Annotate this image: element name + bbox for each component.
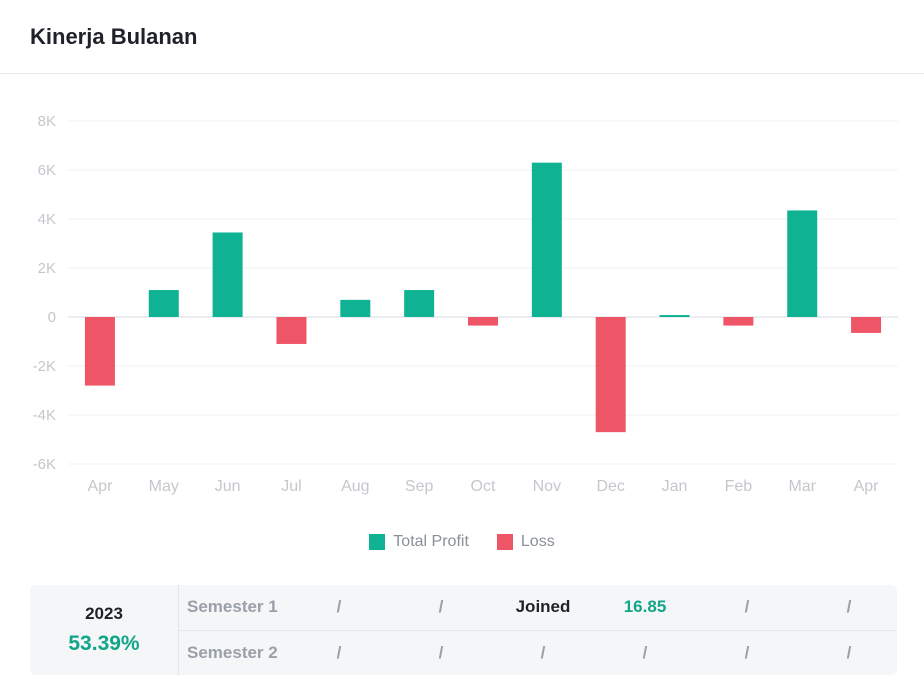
x-tick-label: Dec [596, 478, 624, 495]
y-tick-label: 8K [38, 113, 56, 130]
summary-row-semester-1: Semester 1 / / Joined 16.85 / / [179, 585, 897, 630]
bar-loss [276, 317, 307, 344]
y-tick-label: -4K [33, 407, 56, 424]
summary-row-semester-2: Semester 2 / / / / / / [179, 629, 897, 676]
summary-cell: / [744, 597, 750, 617]
x-tick-label: Sep [405, 478, 434, 495]
summary-cell: / [336, 642, 342, 662]
bar-profit [659, 315, 690, 317]
summary-cell: / [540, 642, 546, 662]
summary-cell: / [846, 642, 852, 662]
y-tick-label: -2K [33, 358, 56, 375]
bar-loss [851, 317, 882, 333]
legend-item-profit[interactable]: Total Profit [369, 533, 469, 551]
y-tick-label: 6K [38, 162, 56, 179]
summary-cell: / [438, 597, 444, 617]
x-tick-label: Nov [533, 478, 561, 495]
summary-cell: / [336, 597, 342, 617]
summary-year: 2023 [85, 604, 123, 623]
x-tick-label: Oct [471, 478, 496, 495]
summary-cell: / [846, 597, 852, 617]
x-tick-label: Apr [87, 478, 113, 495]
x-tick-label: Jan [662, 478, 688, 495]
bar-loss [84, 317, 115, 386]
bar-profit [340, 299, 371, 317]
page-title: Kinerja Bulanan [30, 24, 198, 49]
summary-rows: Semester 1 / / Joined 16.85 / / Semester… [179, 585, 897, 675]
x-tick-label: Mar [788, 478, 816, 495]
summary-cell: / [438, 642, 444, 662]
bar-loss [468, 317, 498, 326]
x-tick-label: May [149, 478, 179, 495]
summary-cell: / [642, 642, 648, 662]
bar-profit [148, 290, 179, 317]
bar-profit [404, 290, 435, 317]
legend-swatch-profit [369, 534, 386, 550]
summary-year-block: 2023 53.39% [30, 585, 179, 675]
y-tick-label: 4K [38, 211, 56, 228]
legend-item-loss[interactable]: Loss [496, 533, 555, 551]
summary-cell-joined: Joined [515, 597, 571, 617]
bar-loss [723, 317, 754, 326]
card-header: Kinerja Bulanan [0, 0, 924, 74]
x-tick-label: Jun [215, 478, 241, 495]
summary-row-label: Semester 2 [187, 642, 278, 662]
summary-panel: 2023 53.39% Semester 1 / / Joined 16.85 … [30, 585, 897, 675]
summary-percent: 53.39% [68, 632, 140, 655]
y-tick-label: 2K [38, 260, 56, 277]
x-tick-label: Jul [281, 478, 301, 495]
y-tick-label: -6K [33, 456, 56, 473]
summary-row-label: Semester 1 [187, 597, 278, 617]
y-tick-label: 0 [48, 309, 56, 326]
summary-cell: / [744, 642, 750, 662]
bar-loss [595, 317, 626, 433]
x-tick-label: Feb [725, 478, 753, 495]
chart-legend: Total Profit Loss [0, 533, 924, 551]
summary-cell-value: 16.85 [623, 597, 667, 617]
bar-profit [212, 232, 243, 317]
legend-label-loss: Loss [520, 533, 555, 550]
legend-label-profit: Total Profit [393, 533, 469, 550]
bar-profit [531, 162, 562, 317]
legend-swatch-loss [496, 534, 513, 550]
bar-profit [787, 210, 818, 317]
monthly-bar-chart: 8K 6K 4K 2K 0 -2K -4K -6K Apr May Jun Jul Aug Sep Oct N… [33, 113, 898, 495]
x-tick-label: Apr [854, 478, 880, 495]
x-tick-label: Aug [341, 478, 369, 495]
